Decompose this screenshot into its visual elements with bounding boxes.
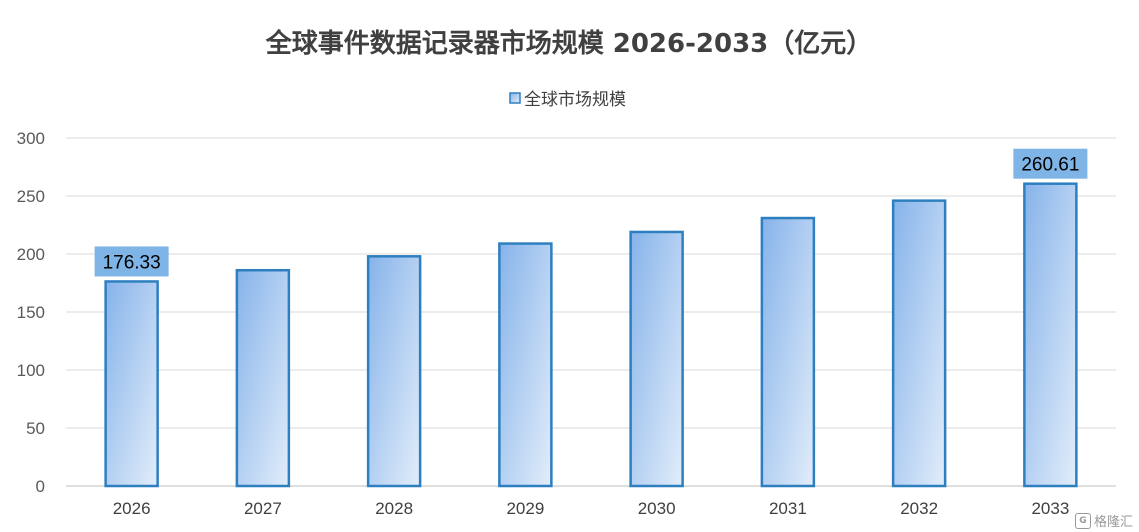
legend-label: 全球市场规模: [524, 90, 626, 110]
bar-2030: [629, 230, 684, 488]
bar-2032: [891, 199, 947, 488]
x-tick-label: 2027: [244, 499, 282, 518]
grid-lines: [66, 137, 1116, 487]
y-tick-label: 100: [17, 361, 45, 380]
bar-2033: [1023, 182, 1078, 488]
data-labels: 176.33 260.61: [94, 148, 1088, 277]
bar-2027: [235, 268, 291, 488]
chart-title: 全球事件数据记录器市场规模 2026-2033（亿元）: [265, 28, 873, 59]
y-tick-label: 300: [17, 129, 45, 148]
x-tick-label: 2028: [375, 499, 413, 518]
legend-swatch: [509, 92, 521, 104]
y-tick-label: 0: [36, 477, 45, 496]
bar-2031: [760, 216, 816, 488]
y-axis: 0 50 100 150 200 250 300: [17, 129, 45, 496]
x-tick-label: 2032: [900, 499, 938, 518]
bars: [104, 182, 1078, 488]
y-tick-label: 150: [17, 303, 45, 322]
y-tick-label: 200: [17, 245, 45, 264]
bar-2026: [104, 280, 159, 488]
legend: 全球市场规模: [509, 90, 626, 110]
x-tick-label: 2033: [1031, 499, 1069, 518]
x-tick-label: 2030: [638, 499, 676, 518]
data-label-box: [1013, 148, 1088, 179]
y-tick-label: 50: [26, 419, 45, 438]
data-label: 176.33: [103, 252, 161, 273]
data-label: 260.61: [1021, 155, 1079, 176]
watermark-logo-icon: G: [1074, 512, 1091, 529]
x-tick-label: 2029: [506, 499, 544, 518]
bar-2028: [366, 255, 422, 488]
watermark: G 格隆汇: [1074, 511, 1133, 530]
x-tick-label: 2026: [113, 499, 151, 518]
x-axis: 2026 2027 2028 2029 2030 2031 2032 2033: [113, 499, 1070, 518]
y-tick-label: 250: [17, 187, 45, 206]
watermark-text: 格隆汇: [1093, 515, 1133, 530]
bar-2029: [498, 242, 553, 488]
data-label-box: [94, 246, 169, 277]
x-tick-label: 2031: [769, 499, 807, 518]
